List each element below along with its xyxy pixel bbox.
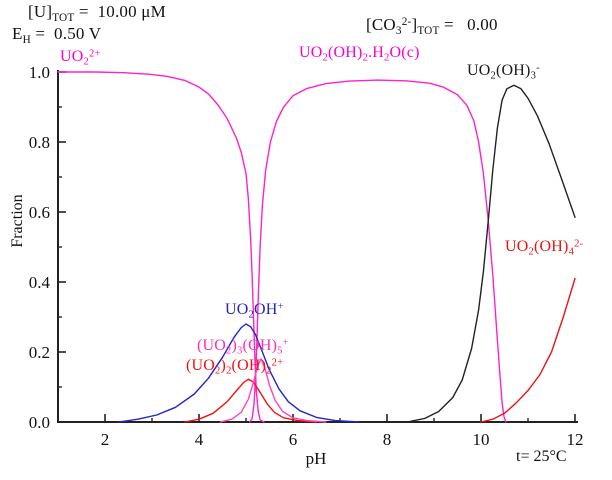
curve-label-uo2: UO22+	[60, 48, 101, 68]
x-tick-label: 2	[101, 430, 110, 449]
series-curve--uo2-3-oh-5-	[219, 358, 327, 423]
x-tick-label: 6	[289, 430, 298, 449]
y-tick-label: 0.4	[29, 273, 51, 292]
x-axis-title: pH	[305, 449, 327, 468]
x-tick-label: 12	[567, 430, 584, 449]
redox-potential: EH = 0.50 V	[12, 24, 102, 46]
curve-label-uo2oh3: UO2(OH)3-	[467, 62, 540, 82]
y-tick-label: 0.2	[29, 343, 50, 362]
series-curve-uo2-oh-2-h2o-c-	[249, 79, 507, 423]
total-uranium-concentration: [U]TOT = 10.00 μM	[28, 2, 166, 24]
curve-label-uo2-3-oh-5: (UO2)3(OH)5+	[197, 337, 289, 357]
curve-label-uo2oh2-h2o: UO2(OH)2.H2O(c)	[299, 44, 420, 64]
curve-label-uo2oh: UO2OH+	[225, 301, 284, 321]
x-tick-label: 10	[473, 430, 490, 449]
x-tick-label: 4	[195, 430, 204, 449]
y-tick-label: 1.0	[29, 63, 50, 82]
x-tick-label: 8	[383, 430, 392, 449]
y-tick-label: 0.6	[29, 203, 50, 222]
y-tick-label: 0.0	[29, 413, 50, 432]
series-curve-uo2oh-	[118, 323, 360, 423]
total-carbonate-concentration: [CO32-]TOT = 0.00	[366, 15, 498, 37]
series-curve--uo2-2-oh-2-2-	[184, 378, 318, 423]
curve-label-uo2-2-oh-2: (UO2)2(OH)22+	[186, 357, 284, 377]
temperature-note: t= 25°C	[516, 448, 567, 465]
y-tick-label: 0.8	[29, 133, 50, 152]
series-curve-uo2-oh-3-	[409, 84, 576, 422]
series-curve-uo2-oh-4-2-	[480, 277, 576, 423]
y-axis-title: Fraction	[9, 194, 26, 248]
curve-label-uo2oh4: UO2(OH)42-	[505, 238, 584, 258]
